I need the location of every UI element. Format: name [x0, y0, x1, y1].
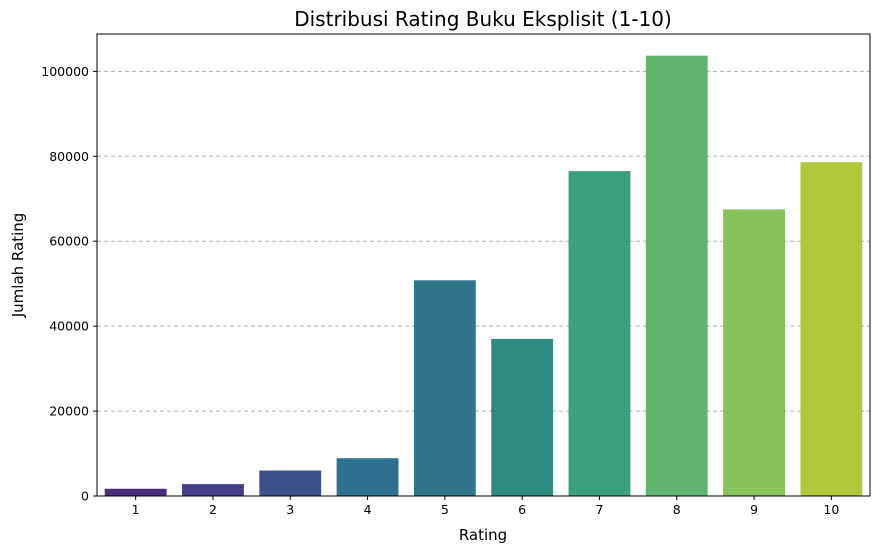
x-axis: 1 2 3 4 5 6 7 8 9 10 — [132, 496, 839, 517]
chart-title: Distribusi Rating Buku Eksplisit (1-10) — [294, 7, 672, 31]
x-tick-label: 10 — [823, 502, 839, 517]
y-tick-label: 60000 — [49, 234, 89, 249]
bar-rating-2 — [182, 484, 244, 496]
x-tick-label: 6 — [518, 502, 526, 517]
plot-frame — [96, 33, 871, 497]
x-tick-label: 8 — [673, 502, 681, 517]
bar-rating-9 — [723, 209, 785, 496]
bar-rating-7 — [568, 171, 631, 496]
bar-rating-1 — [104, 488, 167, 496]
bar-rating-4 — [336, 458, 399, 496]
y-axis-label: Jumlah Rating — [9, 213, 27, 319]
x-tick-label: 9 — [750, 502, 758, 517]
bar-rating-6 — [491, 338, 554, 496]
y-tick-label: 40000 — [49, 319, 89, 334]
x-tick-label: 7 — [595, 502, 603, 517]
bars — [104, 55, 863, 497]
bar-rating-3 — [259, 470, 322, 496]
y-axis: 0 20000 40000 60000 80000 100000 — [41, 64, 97, 504]
x-tick-label: 1 — [132, 502, 140, 517]
y-tick-label: 80000 — [49, 149, 89, 164]
x-tick-label: 2 — [209, 502, 217, 517]
y-tick-label: 0 — [81, 489, 89, 504]
bar-rating-5 — [413, 280, 476, 496]
y-tick-label: 20000 — [49, 404, 89, 419]
bar-rating-10 — [800, 162, 863, 497]
x-tick-label: 5 — [441, 502, 449, 517]
y-tick-label: 100000 — [41, 64, 89, 79]
x-tick-label: 4 — [364, 502, 372, 517]
x-tick-label: 3 — [286, 502, 294, 517]
x-axis-label: Rating — [459, 526, 507, 544]
bar-rating-8 — [645, 55, 708, 496]
